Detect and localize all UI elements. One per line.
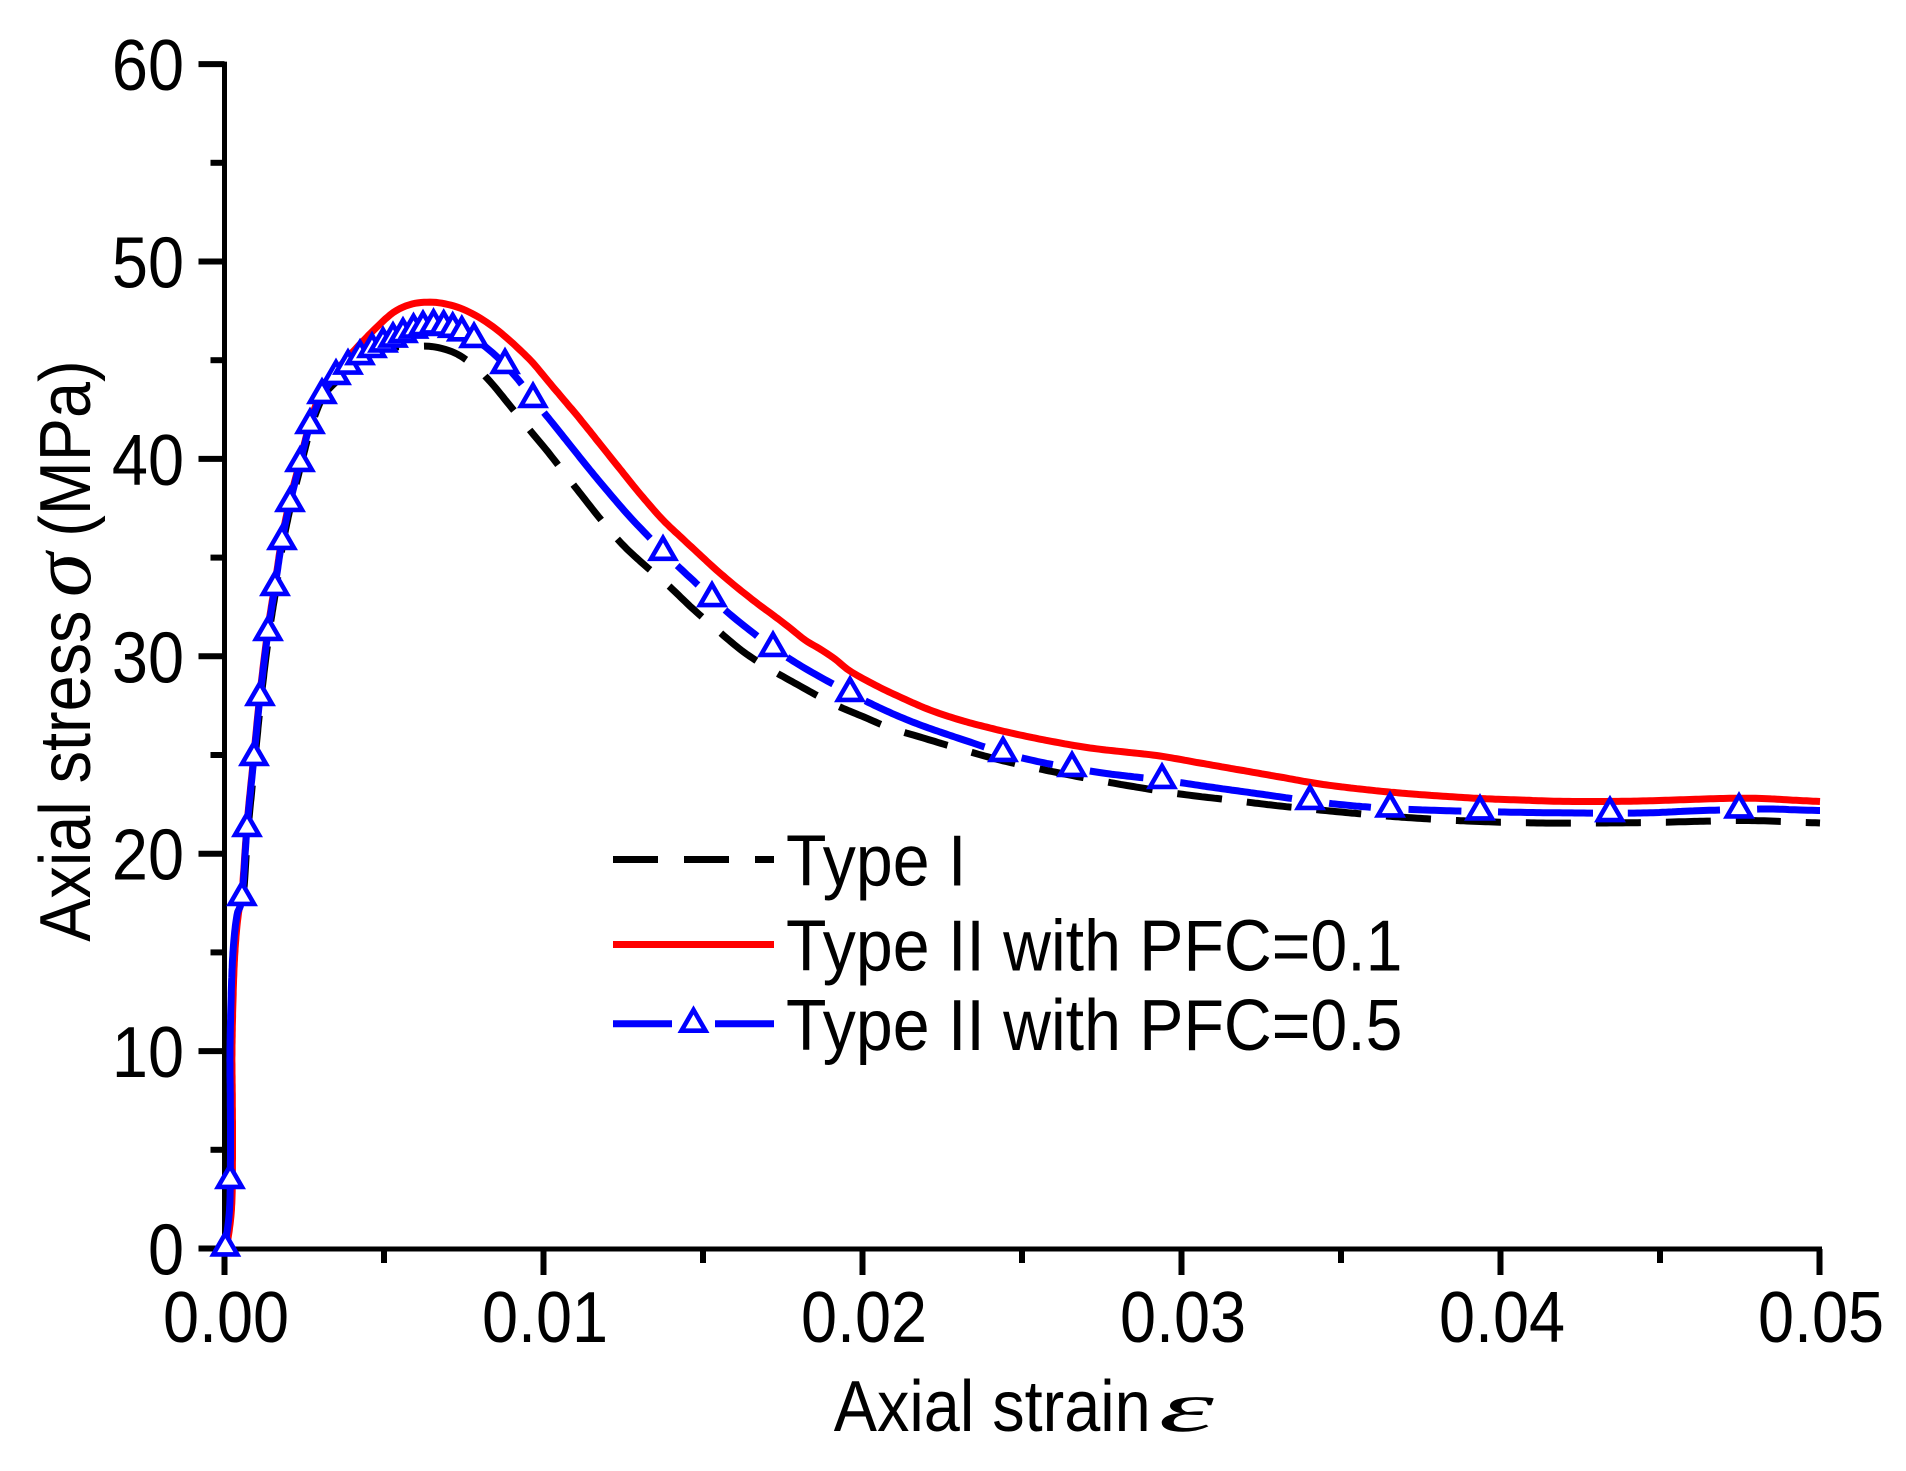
svg-text:(MPa): (MPa)	[25, 360, 106, 536]
svg-text:20: 20	[112, 815, 184, 896]
svg-text:40: 40	[112, 420, 184, 501]
svg-text:Type II with PFC=0.1: Type II with PFC=0.1	[786, 905, 1402, 986]
svg-text:30: 30	[112, 617, 184, 698]
svg-text:σ: σ	[15, 549, 110, 597]
svg-text:0.03: 0.03	[1120, 1277, 1246, 1358]
svg-text:50: 50	[112, 222, 184, 303]
svg-text:ε: ε	[1159, 1368, 1214, 1448]
svg-text:Type I: Type I	[786, 820, 966, 901]
svg-text:Axial stress: Axial stress	[25, 611, 106, 942]
svg-text:10: 10	[112, 1012, 184, 1093]
svg-text:0.02: 0.02	[801, 1277, 927, 1358]
svg-text:0.00: 0.00	[163, 1277, 289, 1358]
svg-text:Axial strain: Axial strain	[834, 1366, 1151, 1447]
svg-text:Type II with PFC=0.5: Type II with PFC=0.5	[786, 984, 1402, 1065]
svg-text:60: 60	[112, 25, 184, 106]
svg-text:0.04: 0.04	[1439, 1277, 1565, 1358]
svg-text:0.05: 0.05	[1758, 1277, 1884, 1358]
svg-text:0: 0	[148, 1209, 184, 1290]
svg-text:0.01: 0.01	[482, 1277, 608, 1358]
